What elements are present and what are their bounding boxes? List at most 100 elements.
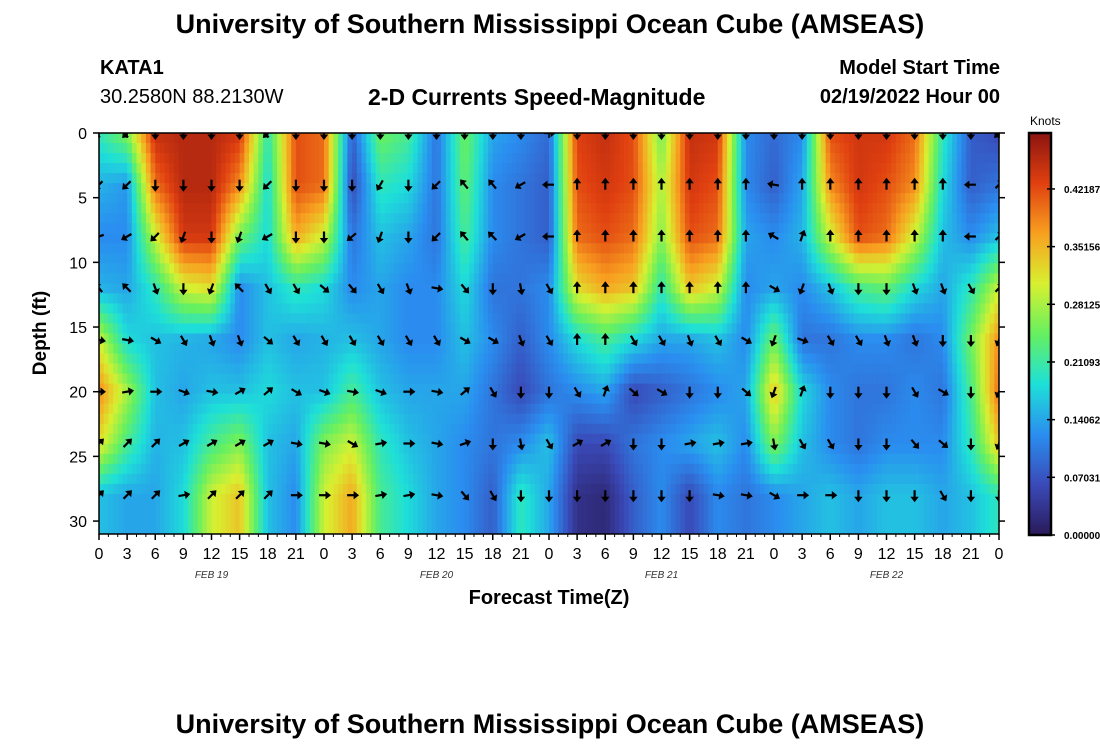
heatmap-cell [666, 163, 672, 174]
heatmap-cell [750, 383, 756, 395]
heatmap-cell [942, 233, 949, 244]
heatmap-cell [356, 293, 363, 305]
heatmap-cell [703, 153, 709, 164]
heatmap-cell [272, 163, 278, 174]
heatmap-cell [141, 283, 147, 294]
heatmap-cell [370, 273, 377, 284]
heatmap-cell [895, 313, 902, 325]
heatmap-cell [408, 193, 414, 204]
heatmap-cell [305, 143, 311, 154]
heatmap-cell [225, 263, 231, 274]
heatmap-cell [174, 333, 180, 345]
heatmap-cell [192, 383, 199, 395]
heatmap-cell [258, 263, 264, 274]
heatmap-cell [220, 293, 227, 305]
heatmap-cell [356, 333, 363, 345]
heatmap-cell [778, 153, 784, 164]
heatmap-cell [483, 333, 489, 345]
heatmap-cell [333, 263, 339, 274]
heatmap-cell [225, 203, 231, 214]
heatmap-cell [633, 353, 639, 365]
heatmap-cell [127, 353, 133, 365]
heatmap-cell [342, 203, 349, 214]
heatmap-cell [267, 163, 274, 174]
heatmap-cell [309, 243, 316, 254]
heatmap-cell [272, 203, 278, 214]
heatmap-cell [689, 163, 695, 174]
heatmap-cell [328, 173, 334, 184]
heatmap-cell [220, 153, 227, 164]
heatmap-cell [155, 133, 161, 144]
heatmap-cell [680, 363, 686, 375]
heatmap-cell [638, 383, 644, 395]
heatmap-cell [145, 193, 152, 204]
heatmap-cell [689, 333, 695, 345]
heatmap-cell [811, 373, 817, 385]
heatmap-cell [300, 233, 306, 244]
heatmap-cell [253, 223, 259, 234]
heatmap-cell [342, 143, 349, 154]
heatmap-cell [802, 163, 808, 174]
heatmap-cell [145, 133, 152, 144]
heatmap-cell [338, 303, 344, 315]
heatmap-cell [324, 163, 330, 174]
heatmap-cell [722, 143, 728, 154]
heatmap-cell [830, 213, 836, 224]
heatmap-cell [459, 383, 466, 395]
heatmap-cell [727, 223, 733, 234]
heatmap-cell [506, 173, 513, 184]
heatmap-cell [783, 253, 789, 264]
heatmap-cell [689, 173, 695, 184]
heatmap-cell [469, 373, 475, 385]
heatmap-cell [905, 243, 911, 254]
heatmap-cell [291, 303, 297, 315]
heatmap-cell [286, 153, 292, 164]
heatmap-cell [581, 153, 588, 164]
heatmap-cell [872, 373, 878, 385]
heatmap-cell [145, 293, 152, 305]
heatmap-cell [881, 303, 888, 315]
heatmap-cell [399, 233, 405, 244]
heatmap-cell [239, 333, 245, 345]
heatmap-cell [234, 373, 241, 385]
heatmap-cell [408, 273, 414, 284]
heatmap-cell [478, 183, 484, 194]
heatmap-cell [220, 323, 227, 335]
heatmap-cell [591, 203, 597, 214]
heatmap-cell [736, 323, 742, 335]
heatmap-cell [713, 153, 719, 164]
heatmap-cell [136, 303, 142, 315]
heatmap-cell [441, 233, 447, 244]
heatmap-cell [928, 323, 934, 335]
heatmap-cell [863, 243, 869, 254]
heatmap-cell [591, 233, 597, 244]
heatmap-cell [680, 213, 686, 224]
heatmap-cell [774, 193, 780, 204]
heatmap-cell [577, 213, 583, 224]
heatmap-cell [928, 173, 934, 184]
heatmap-cell [952, 283, 958, 294]
heatmap-cell [600, 283, 606, 294]
heatmap-cell [188, 263, 194, 274]
heatmap-cell [820, 333, 827, 345]
heatmap-cell [506, 213, 513, 224]
heatmap-cell [183, 313, 189, 325]
heatmap-cell [305, 383, 311, 395]
heatmap-cell [520, 213, 527, 224]
heatmap-cell [197, 323, 203, 335]
heatmap-cell [984, 183, 991, 194]
heatmap-cell [928, 133, 934, 144]
heatmap-cell [881, 243, 888, 254]
heatmap-cell [942, 223, 949, 234]
heatmap-cell [919, 323, 925, 335]
heatmap-cell [703, 273, 709, 284]
heatmap-cell [797, 243, 803, 254]
heatmap-cell [656, 333, 663, 345]
heatmap-cell [464, 173, 470, 184]
heatmap-cell [380, 373, 386, 385]
heatmap-cell [136, 383, 142, 395]
heatmap-cell [586, 223, 592, 234]
heatmap-cell [797, 253, 803, 264]
heatmap-cell [605, 223, 611, 234]
heatmap-cell [244, 183, 250, 194]
